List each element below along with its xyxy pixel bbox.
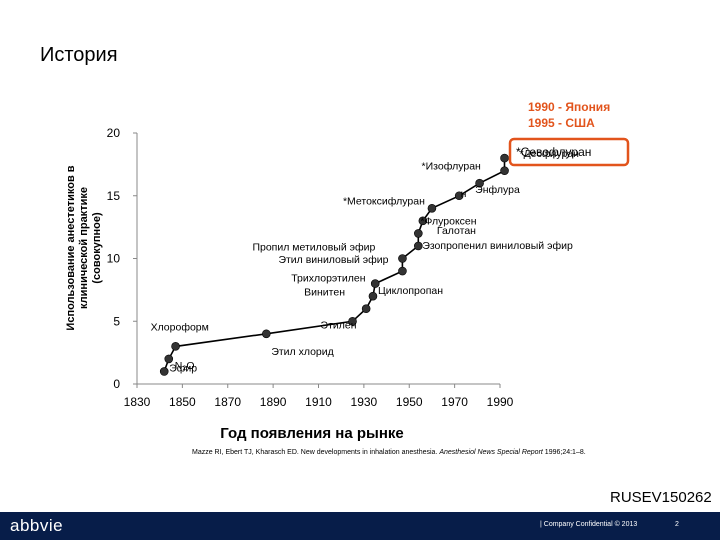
point-label: N₂O bbox=[175, 360, 195, 372]
data-point bbox=[418, 216, 428, 226]
data-point bbox=[370, 279, 380, 288]
x-tick-label: 1970 bbox=[441, 395, 468, 409]
x-tick-label: 1950 bbox=[396, 395, 423, 409]
x-tick-label: 1830 bbox=[124, 395, 151, 409]
citation-details: 1996;24:1–8. bbox=[544, 449, 586, 456]
y-tick-label: 0 bbox=[113, 377, 120, 391]
point-label: Энфлура bbox=[475, 184, 520, 196]
data-point bbox=[368, 291, 378, 301]
citation-text: Mazze RI, Ebert TJ, Kharasch ED. New dev… bbox=[192, 449, 438, 456]
point-label: Хлороформ bbox=[151, 321, 209, 333]
data-point bbox=[454, 191, 464, 201]
data-point bbox=[361, 304, 371, 314]
data-point bbox=[262, 329, 271, 339]
x-tick-label: 1910 bbox=[305, 395, 332, 409]
y-tick-label: 5 bbox=[113, 314, 120, 328]
footer-bar: abbvie | Company Confidential © 2013 2 bbox=[0, 512, 720, 540]
abbvie-logo: abbvie bbox=[10, 516, 64, 535]
highlight-label: *Севофлуран bbox=[516, 145, 591, 159]
x-tick-label: 1870 bbox=[214, 395, 241, 409]
point-label: Пропил метиловый эфир bbox=[252, 242, 375, 254]
data-point bbox=[500, 153, 509, 163]
y-axis-title: Использование анестетиков в клинической п… bbox=[65, 165, 103, 330]
footer-page-number: 2 bbox=[675, 521, 679, 528]
point-label: Эфир bbox=[169, 362, 197, 374]
document-code: RUSEV150262 bbox=[610, 489, 712, 506]
point-label: Этил хлорид bbox=[271, 346, 333, 358]
y-tick-label: 20 bbox=[107, 126, 121, 140]
y-axis-title-line: клинической практике bbox=[78, 187, 90, 309]
highlight-box bbox=[508, 137, 630, 167]
y-axis-title-line: Использование анестетиков в bbox=[65, 165, 77, 330]
data-point bbox=[159, 367, 169, 376]
point-label: *Десфлуран bbox=[520, 148, 580, 160]
data-point bbox=[398, 266, 407, 276]
point-label: *Изофлуран bbox=[422, 161, 482, 173]
data-point bbox=[171, 342, 180, 351]
page-title: История bbox=[40, 44, 118, 66]
point-label: Трихлорэтилен bbox=[291, 273, 365, 285]
data-point bbox=[500, 166, 509, 175]
point-label: Этилен bbox=[321, 319, 357, 331]
point-label: Галотан bbox=[437, 225, 476, 237]
x-tick-label: 1850 bbox=[169, 395, 196, 409]
y-tick-label: 10 bbox=[107, 252, 121, 266]
x-axis-title: Год появления на рынке bbox=[220, 425, 404, 442]
data-points bbox=[159, 153, 509, 376]
point-label: *Флуроксен bbox=[420, 215, 476, 227]
point-label: Этил виниловый эфир bbox=[278, 254, 388, 266]
release-note-japan: 1990 - Япония bbox=[528, 100, 611, 114]
point-label: *Метоксифлуран bbox=[343, 195, 425, 207]
data-point bbox=[427, 204, 437, 213]
data-point bbox=[348, 316, 357, 326]
x-tick-label: 1990 bbox=[487, 395, 514, 409]
point-label: н bbox=[461, 188, 467, 200]
x-tick-label: 1930 bbox=[351, 395, 378, 409]
point-label: Винитен bbox=[304, 287, 345, 299]
point-label: Циклопропан bbox=[378, 285, 443, 297]
data-point bbox=[414, 241, 423, 251]
x-tick-label: 1890 bbox=[260, 395, 287, 409]
footer-confidential: | Company Confidential © 2013 bbox=[540, 521, 638, 528]
citation-journal: Anesthesiol News Special Report bbox=[439, 449, 543, 456]
data-point bbox=[398, 254, 407, 263]
point-label: Эзопропенил виниловый эфир bbox=[422, 240, 573, 252]
data-point bbox=[164, 354, 174, 364]
chart-axes: 0 5 10 15 20 1830 1850 1870 1890 1910 1930 1950 1970… bbox=[65, 126, 514, 442]
y-axis-title-line: (совокупное) bbox=[91, 212, 103, 284]
y-tick-label: 15 bbox=[107, 189, 121, 203]
release-note-usa: 1995 - США bbox=[528, 116, 595, 130]
data-point bbox=[475, 178, 484, 188]
citation: Mazze RI, Ebert TJ, Kharasch ED. New dev… bbox=[192, 449, 586, 456]
data-point bbox=[414, 229, 423, 238]
